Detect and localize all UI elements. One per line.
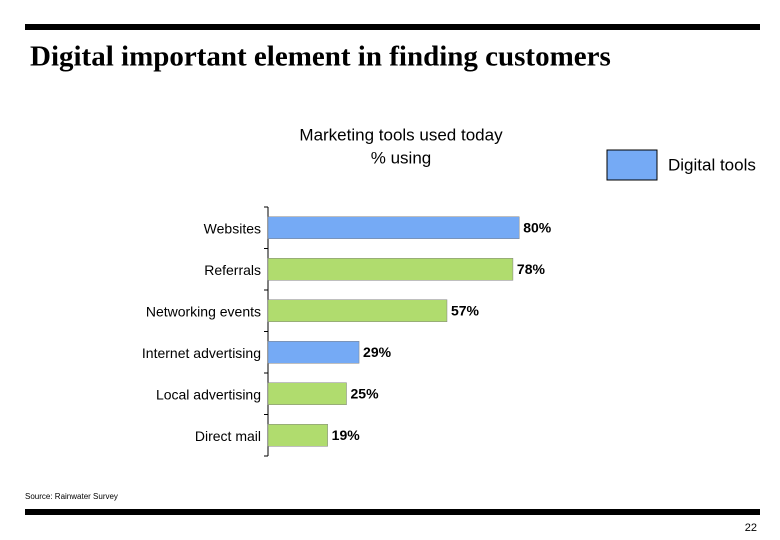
bar <box>267 382 347 405</box>
bottom-rule <box>25 509 760 515</box>
bar <box>267 216 520 239</box>
bar <box>267 341 360 364</box>
chart-subtitle: % using <box>371 148 431 167</box>
value-label: 80% <box>523 219 552 235</box>
page-number: 22 <box>745 522 757 534</box>
category-label: Local advertising <box>156 386 261 402</box>
source-note: Source: Rainwater Survey <box>25 492 118 501</box>
slide-title: Digital important element in finding cus… <box>30 41 611 73</box>
category-label: Websites <box>204 220 261 236</box>
value-label: 19% <box>332 427 361 443</box>
value-label: 78% <box>517 261 546 277</box>
category-label: Referrals <box>204 262 261 278</box>
bar <box>267 258 514 281</box>
value-label: 57% <box>451 302 480 318</box>
bar <box>267 299 448 322</box>
category-label: Networking events <box>146 303 261 319</box>
value-label: 25% <box>351 385 380 401</box>
top-rule <box>25 24 760 30</box>
chart-title: Marketing tools used today <box>299 125 503 144</box>
category-label: Direct mail <box>195 428 261 444</box>
bar <box>267 424 328 447</box>
category-label: Internet advertising <box>142 345 261 361</box>
legend-label: Digital tools <box>668 155 756 174</box>
value-label: 29% <box>363 344 392 360</box>
legend-swatch <box>606 149 658 181</box>
